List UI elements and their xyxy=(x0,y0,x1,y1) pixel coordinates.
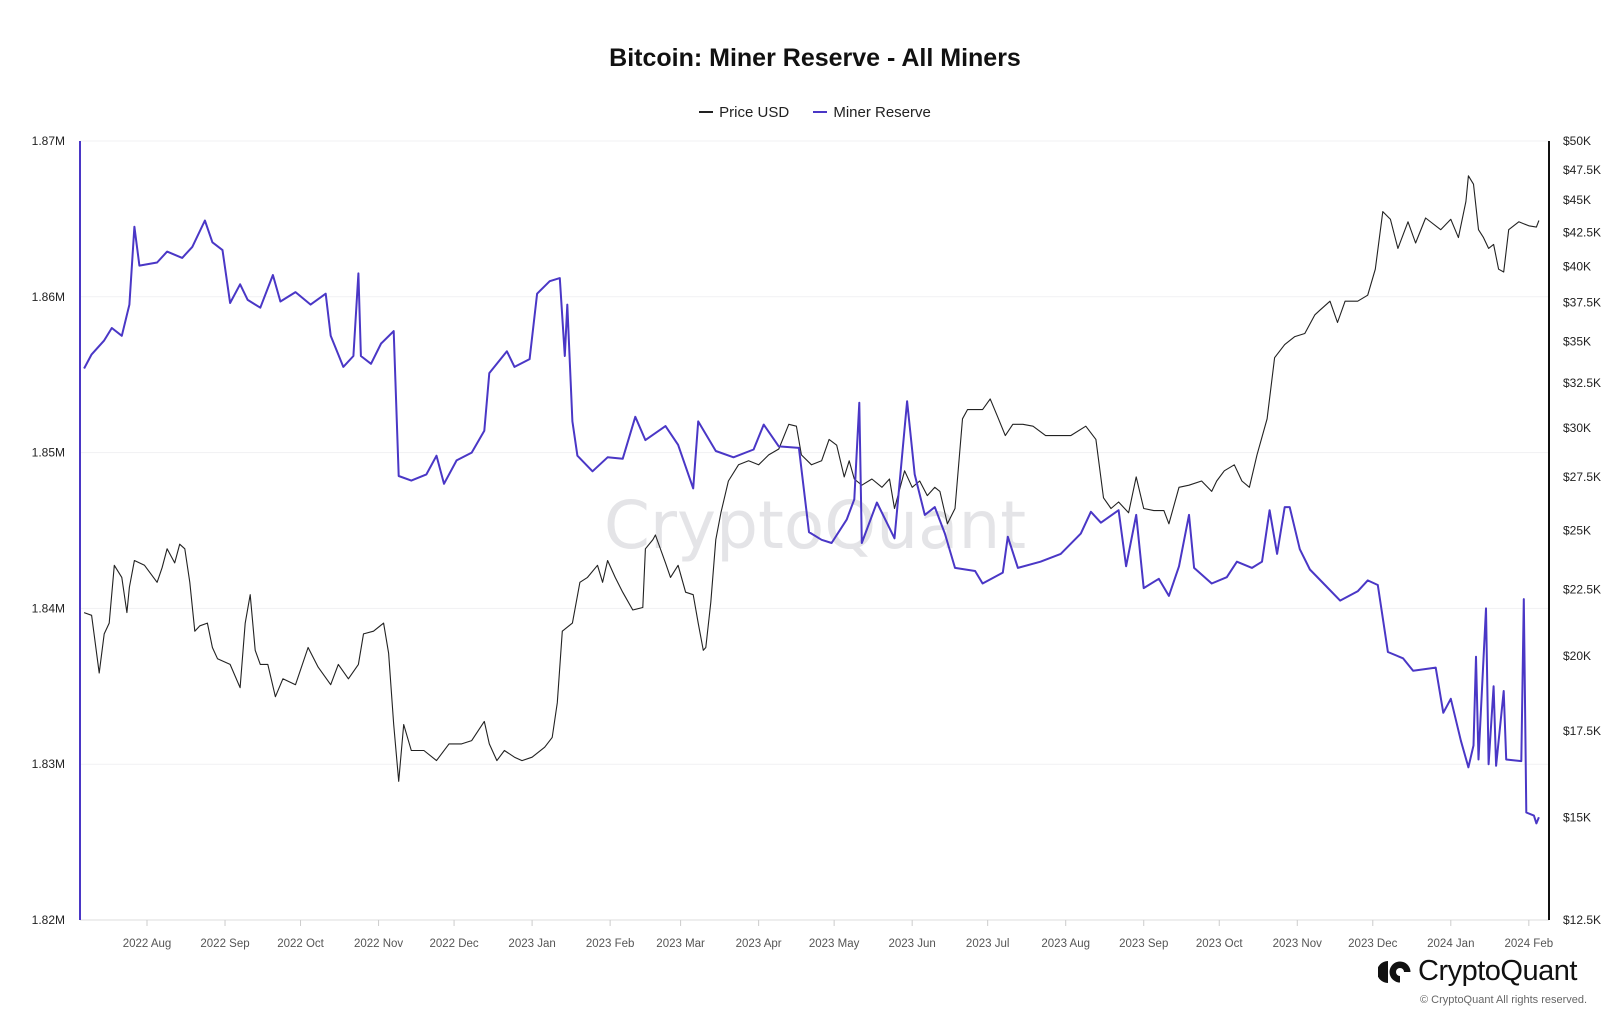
logo-text: CryptoQuant xyxy=(1418,955,1577,987)
y-left-tick-label: 1.83M xyxy=(32,757,65,771)
chart-title: Bitcoin: Miner Reserve - All Miners xyxy=(609,44,1021,72)
x-tick-label: 2023 Apr xyxy=(736,938,782,950)
watermark: CryptoQuant xyxy=(604,487,1026,564)
y-right-tick-label: $50K xyxy=(1563,134,1591,148)
cryptoquant-logo-icon xyxy=(1378,960,1411,983)
legend-item-price[interactable]: Price USD xyxy=(699,104,789,121)
x-tick-label: 2023 Aug xyxy=(1041,938,1090,950)
x-tick-label: 2022 Nov xyxy=(354,938,403,950)
legend-label-price: Price USD xyxy=(719,103,790,121)
y-left-tick-label: 1.84M xyxy=(32,601,65,615)
x-tick-label: 2023 Sep xyxy=(1119,938,1168,950)
y-left-tick-label: 1.82M xyxy=(32,913,65,927)
gridlines xyxy=(80,140,1549,921)
x-tick-label: 2024 Jan xyxy=(1427,938,1474,950)
y-right-tick-label: $15K xyxy=(1563,811,1591,825)
legend-label-miner-reserve: Miner Reserve xyxy=(833,103,931,121)
y-right-tick-label: $47.5K xyxy=(1563,163,1601,177)
y-left-tick-label: 1.85M xyxy=(32,446,65,460)
y-left-tick-label: 1.86M xyxy=(32,290,65,304)
x-tick-label: 2023 Jun xyxy=(889,938,936,950)
x-tick-label: 2023 May xyxy=(809,938,860,950)
legend-swatch-miner-reserve xyxy=(813,111,828,113)
cryptoquant-logo: CryptoQuant xyxy=(1378,955,1577,988)
x-tick-label: 2024 Feb xyxy=(1505,938,1554,950)
legend-swatch-price xyxy=(699,111,714,113)
x-tick-label: 2023 Oct xyxy=(1196,938,1243,950)
x-tick-label: 2023 Jul xyxy=(966,938,1009,950)
y-right-tick-label: $20K xyxy=(1563,649,1591,663)
x-tick-label: 2023 Feb xyxy=(586,938,635,950)
y-right-tick-label: $17.5K xyxy=(1563,724,1601,738)
y-right-tick-label: $42.5K xyxy=(1563,225,1601,239)
legend-item-miner-reserve[interactable]: Miner Reserve xyxy=(813,104,931,121)
x-tick-label: 2023 Dec xyxy=(1348,938,1397,950)
x-axis: 2022 Aug 2022 Sep 2022 Oct 2022 Nov 2022 Dec… xyxy=(123,920,1553,950)
y-left-tick-label: 1.87M xyxy=(32,134,65,148)
y-right-tick-label: $27.5K xyxy=(1563,470,1601,484)
y-right-tick-label: $25K xyxy=(1563,524,1591,538)
y-right-tick-label: $30K xyxy=(1563,421,1591,435)
y-right-tick-label: $37.5K xyxy=(1563,296,1601,310)
x-tick-label: 2022 Sep xyxy=(200,938,249,950)
x-tick-label: 2023 Nov xyxy=(1273,938,1322,950)
y-right-tick-label: $12.5K xyxy=(1563,913,1601,927)
y-right-tick-label: $45K xyxy=(1563,193,1591,207)
legend: Price USD Miner Reserve xyxy=(0,100,1622,121)
x-tick-label: 2022 Dec xyxy=(429,938,478,950)
x-tick-label: 2023 Mar xyxy=(656,938,705,950)
y-right-tick-label: $32.5K xyxy=(1563,376,1601,390)
x-tick-label: 2022 Aug xyxy=(123,938,172,950)
x-tick-label: 2023 Jan xyxy=(508,938,555,950)
y-right-tick-label: $35K xyxy=(1563,334,1591,348)
y-axis-left: 1.82M 1.83M 1.84M 1.85M 1.86M 1.87M xyxy=(32,134,81,927)
series-line-miner-reserve xyxy=(83,219,1540,825)
y-axis-right: $12.5K $15K $17.5K $20K $22.5K $25K $27.5K $30K… xyxy=(1548,134,1601,927)
y-right-tick-label: $22.5K xyxy=(1563,583,1601,597)
x-tick-label: 2022 Oct xyxy=(277,938,324,950)
y-right-tick-label: $40K xyxy=(1563,259,1591,273)
series-line-price-usd xyxy=(83,175,1540,782)
series-lines xyxy=(83,175,1540,825)
copyright: © CryptoQuant All rights reserved. xyxy=(1420,994,1588,1006)
